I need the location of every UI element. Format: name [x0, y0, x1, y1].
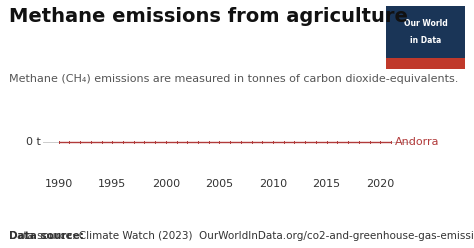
Text: Our World: Our World: [403, 19, 447, 29]
Text: Methane (CH₄) emissions are measured in tonnes of carbon dioxide-equivalents.: Methane (CH₄) emissions are measured in …: [9, 74, 459, 84]
Text: Andorra: Andorra: [395, 137, 440, 147]
Text: Methane emissions from agriculture: Methane emissions from agriculture: [9, 7, 409, 27]
Text: Data source:: Data source:: [9, 231, 84, 241]
Text: in Data: in Data: [410, 36, 441, 45]
Text: 0 t: 0 t: [26, 137, 41, 147]
Bar: [386, 6, 465, 60]
Bar: [386, 58, 465, 69]
Text: Data source: Climate Watch (2023)  OurWorldInData.org/co2-and-greenhouse-gas-emi: Data source: Climate Watch (2023) OurWor…: [9, 230, 474, 241]
